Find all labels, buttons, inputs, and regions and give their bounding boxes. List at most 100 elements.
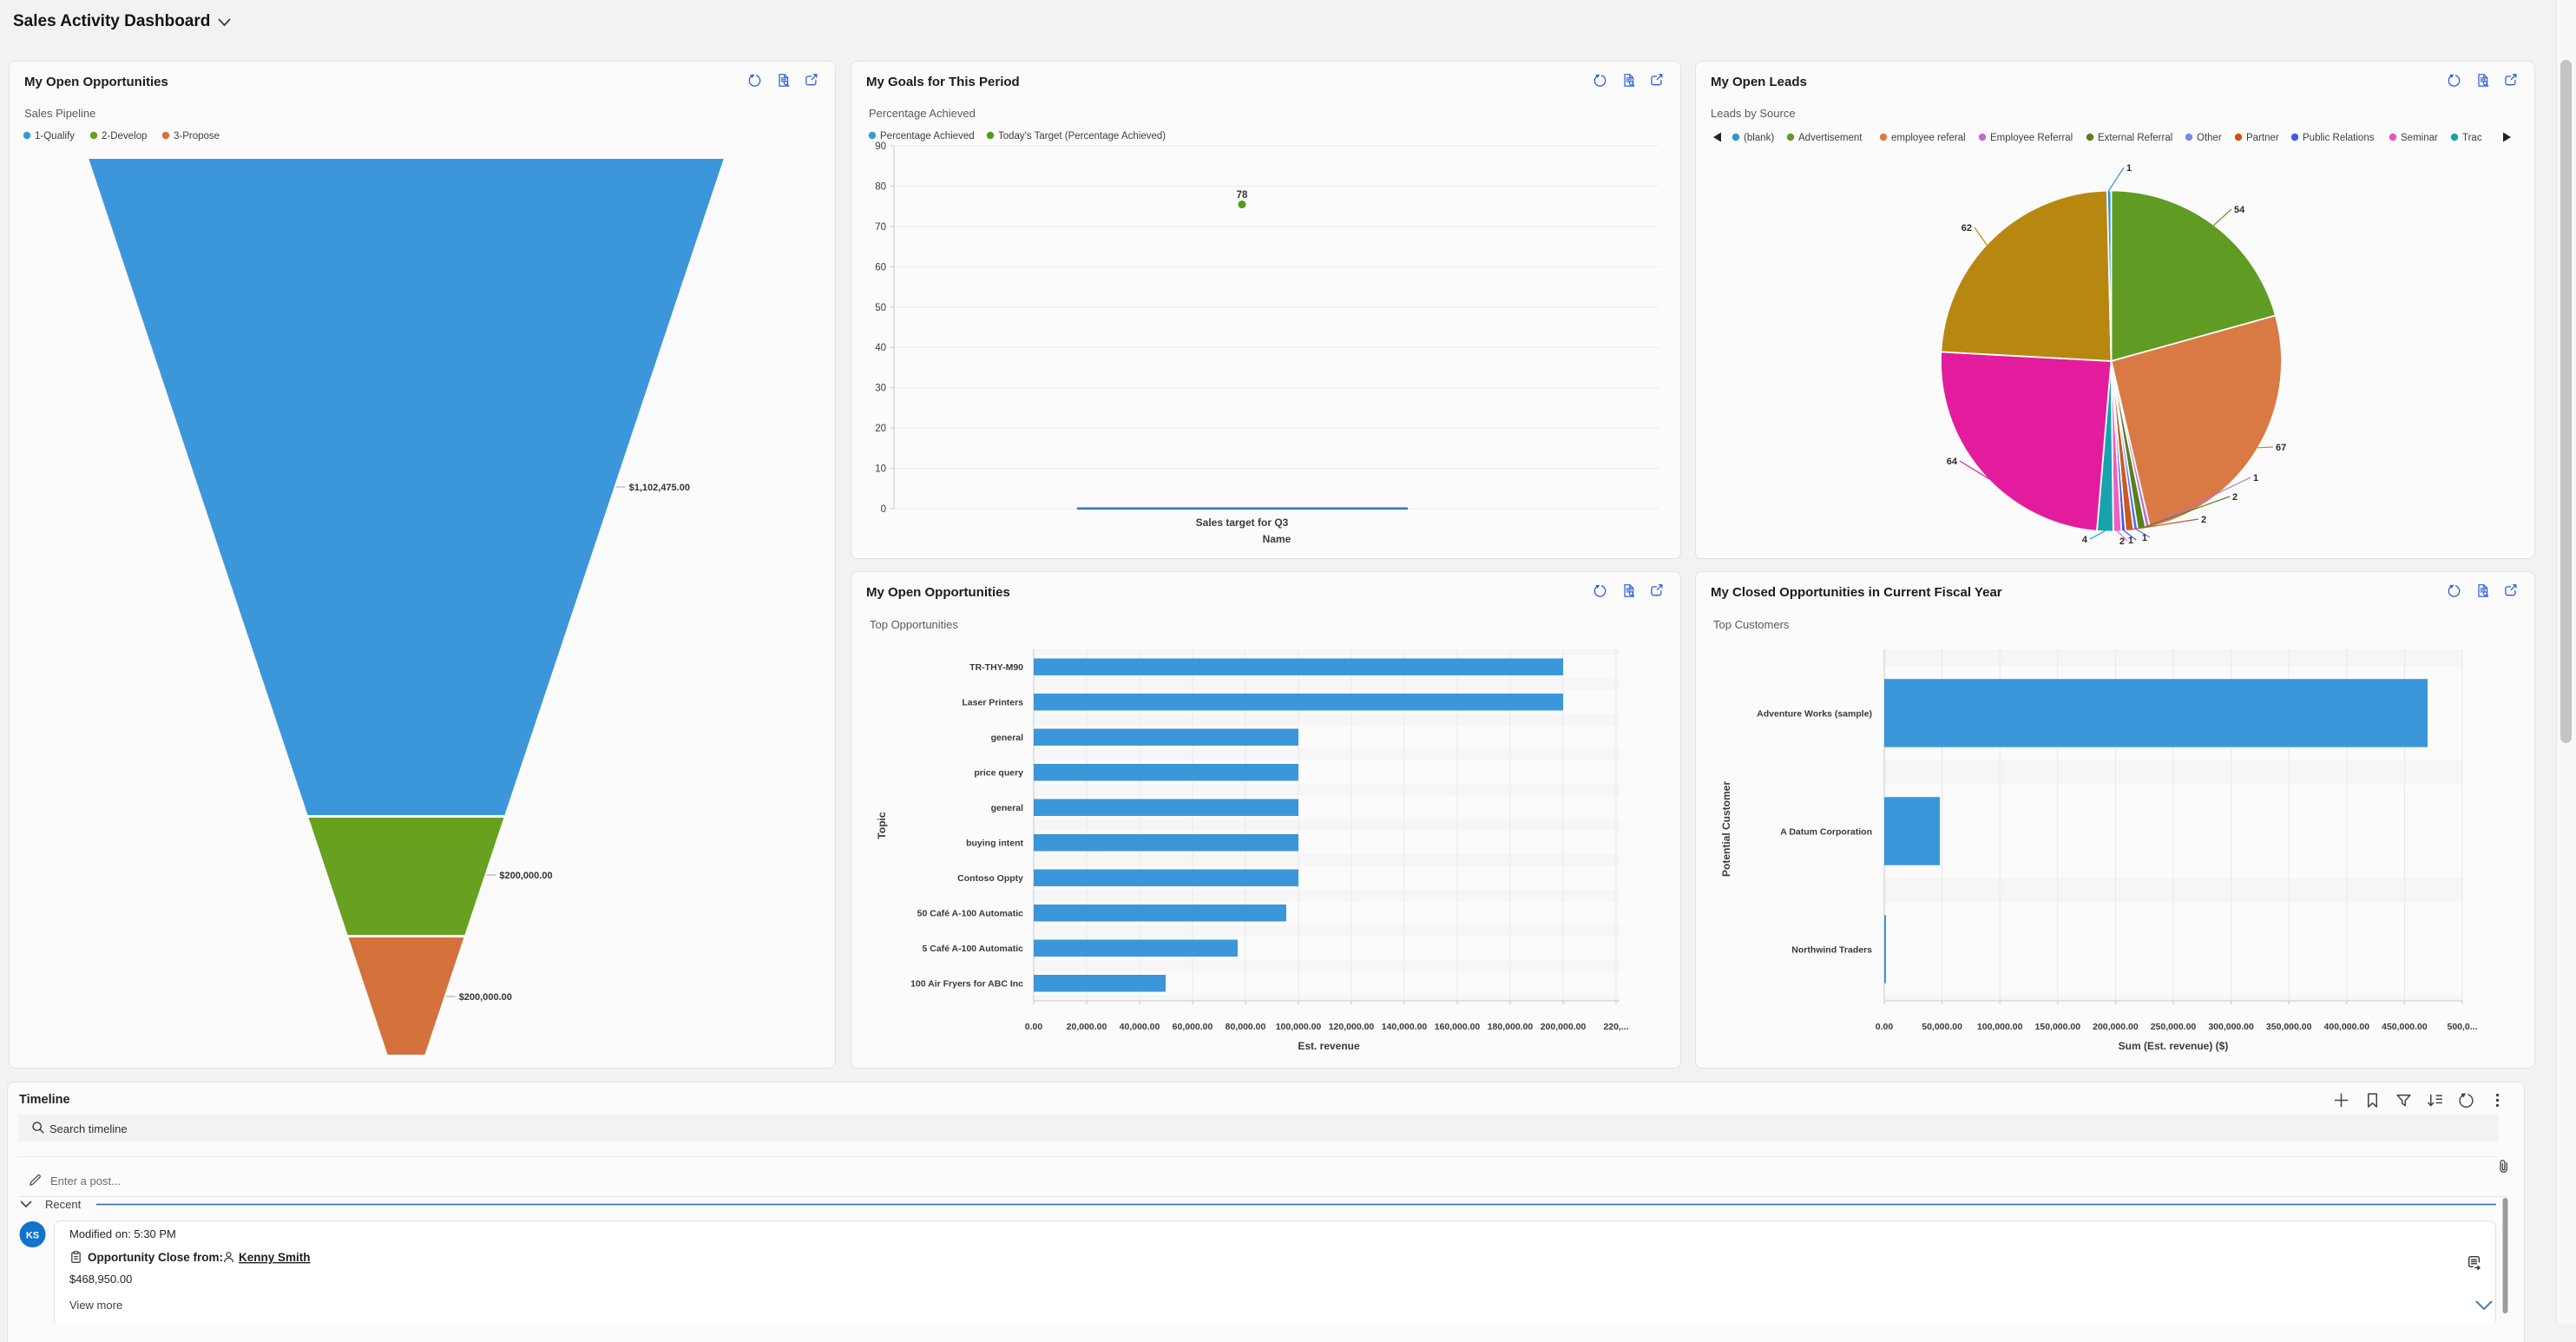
svg-text:80,000.00: 80,000.00 xyxy=(1226,1022,1266,1032)
svg-text:Adventure Works (sample): Adventure Works (sample) xyxy=(1757,708,1872,719)
svg-text:$1,102,475.00: $1,102,475.00 xyxy=(629,483,690,493)
svg-text:140,000.00: 140,000.00 xyxy=(1382,1022,1428,1032)
svg-text:40,000.00: 40,000.00 xyxy=(1120,1022,1160,1032)
svg-text:50,000.00: 50,000.00 xyxy=(1922,1022,1962,1032)
svg-text:150,000.00: 150,000.00 xyxy=(2035,1022,2081,1032)
svg-text:64: 64 xyxy=(1947,457,1958,467)
svg-text:Trac: Trac xyxy=(2462,133,2482,143)
svg-text:employee referal: employee referal xyxy=(1891,133,1966,143)
svg-text:Kenny Smith: Kenny Smith xyxy=(239,1251,311,1264)
svg-text:60: 60 xyxy=(875,262,886,273)
svg-text:0: 0 xyxy=(881,504,886,515)
svg-text:My Goals for This Period: My Goals for This Period xyxy=(866,75,1020,89)
svg-text:200,000.00: 200,000.00 xyxy=(1541,1022,1587,1032)
svg-text:350,000.00: 350,000.00 xyxy=(2266,1022,2312,1032)
svg-text:Advertisement: Advertisement xyxy=(1798,133,1863,143)
svg-text:$200,000.00: $200,000.00 xyxy=(459,992,512,1003)
svg-text:general: general xyxy=(991,803,1023,813)
svg-text:400,000.00: 400,000.00 xyxy=(2324,1022,2370,1032)
svg-text:50 Café A-100 Automatic: 50 Café A-100 Automatic xyxy=(917,909,1024,919)
svg-text:4: 4 xyxy=(2082,535,2088,545)
svg-text:Name: Name xyxy=(1263,533,1291,545)
svg-text:70: 70 xyxy=(875,222,886,233)
svg-text:100,000.00: 100,000.00 xyxy=(1977,1022,2023,1032)
svg-text:1: 1 xyxy=(2126,163,2132,174)
svg-text:Enter a post...: Enter a post... xyxy=(50,1174,121,1187)
svg-text:2: 2 xyxy=(2119,536,2125,547)
svg-text:Contoso Oppty: Contoso Oppty xyxy=(957,873,1023,884)
svg-text:5 Café A-100 Automatic: 5 Café A-100 Automatic xyxy=(922,944,1023,954)
svg-text:20,000.00: 20,000.00 xyxy=(1067,1022,1107,1032)
svg-text:KS: KS xyxy=(26,1231,39,1241)
svg-text:Laser Printers: Laser Printers xyxy=(962,698,1023,708)
svg-text:Percentage Achieved: Percentage Achieved xyxy=(880,131,975,141)
svg-text:500,0...: 500,0... xyxy=(2447,1022,2477,1032)
svg-text:TR-THY-M90: TR-THY-M90 xyxy=(969,662,1023,673)
svg-text:$468,950.00: $468,950.00 xyxy=(69,1273,132,1286)
svg-text:1: 1 xyxy=(2128,536,2133,546)
svg-text:View more: View more xyxy=(69,1299,122,1312)
svg-text:Potential Customer: Potential Customer xyxy=(1720,781,1732,877)
svg-text:Modified on: 5:30 PM: Modified on: 5:30 PM xyxy=(69,1227,176,1240)
svg-text:$200,000.00: $200,000.00 xyxy=(499,871,552,881)
svg-text:250,000.00: 250,000.00 xyxy=(2151,1022,2197,1032)
svg-text:Sales Pipeline: Sales Pipeline xyxy=(24,107,95,120)
svg-text:Northwind Traders: Northwind Traders xyxy=(1791,944,1872,955)
svg-text:Public Relations: Public Relations xyxy=(2303,133,2375,143)
svg-text:1: 1 xyxy=(2253,473,2258,484)
svg-text:54: 54 xyxy=(2234,205,2245,215)
svg-text:Est. revenue: Est. revenue xyxy=(1298,1040,1360,1052)
svg-text:78: 78 xyxy=(1237,190,1248,201)
svg-text:100,000.00: 100,000.00 xyxy=(1276,1022,1322,1032)
svg-text:10: 10 xyxy=(875,464,886,475)
svg-text:300,000.00: 300,000.00 xyxy=(2208,1022,2254,1032)
svg-text:3-Propose: 3-Propose xyxy=(174,131,220,141)
svg-text:buying intent: buying intent xyxy=(966,839,1023,849)
svg-text:1-Qualify: 1-Qualify xyxy=(35,131,75,141)
svg-text:450,000.00: 450,000.00 xyxy=(2382,1022,2428,1032)
svg-text:Sales Activity Dashboard: Sales Activity Dashboard xyxy=(13,12,210,30)
svg-text:80: 80 xyxy=(875,181,886,192)
svg-text:220,...: 220,... xyxy=(1603,1022,1628,1032)
svg-text:External Referral: External Referral xyxy=(2098,133,2172,143)
svg-text:Search timeline: Search timeline xyxy=(49,1122,128,1135)
svg-text:price query: price query xyxy=(974,768,1023,779)
svg-text:Partner: Partner xyxy=(2246,133,2279,143)
svg-text:20: 20 xyxy=(875,424,886,434)
svg-text:Top Opportunities: Top Opportunities xyxy=(870,618,958,631)
svg-text:Leads by Source: Leads by Source xyxy=(1711,107,1796,120)
svg-text:My Open Leads: My Open Leads xyxy=(1711,75,1807,89)
svg-text:(blank): (blank) xyxy=(1744,133,1774,143)
svg-text:60,000.00: 60,000.00 xyxy=(1173,1022,1213,1032)
svg-text:Timeline: Timeline xyxy=(19,1093,70,1107)
svg-text:My Closed Opportunities in Cur: My Closed Opportunities in Current Fisca… xyxy=(1711,585,2002,600)
svg-text:50: 50 xyxy=(875,303,886,313)
svg-text:160,000.00: 160,000.00 xyxy=(1435,1022,1481,1032)
svg-text:120,000.00: 120,000.00 xyxy=(1329,1022,1375,1032)
svg-text:30: 30 xyxy=(875,384,886,394)
svg-text:0.00: 0.00 xyxy=(1876,1022,1894,1032)
svg-text:67: 67 xyxy=(2276,443,2286,453)
svg-text:Recent: Recent xyxy=(45,1198,82,1211)
svg-text:My Open Opportunities: My Open Opportunities xyxy=(24,75,168,89)
svg-text:My Open Opportunities: My Open Opportunities xyxy=(866,585,1010,600)
svg-text:Sales target for Q3: Sales target for Q3 xyxy=(1196,516,1289,529)
svg-text:180,000.00: 180,000.00 xyxy=(1488,1022,1534,1032)
svg-text:Percentage Achieved: Percentage Achieved xyxy=(869,107,976,120)
svg-text:Other: Other xyxy=(2197,133,2222,143)
svg-text:2: 2 xyxy=(2232,492,2238,503)
svg-text:Employee Referral: Employee Referral xyxy=(1990,133,2073,143)
svg-text:2-Develop: 2-Develop xyxy=(102,131,147,141)
svg-text:2: 2 xyxy=(2201,515,2206,525)
svg-text:0.00: 0.00 xyxy=(1025,1022,1043,1032)
svg-text:Topic: Topic xyxy=(876,812,888,839)
svg-text:90: 90 xyxy=(875,141,886,152)
svg-text:general: general xyxy=(991,733,1023,743)
svg-text:40: 40 xyxy=(875,343,886,353)
svg-text:Top Customers: Top Customers xyxy=(1713,618,1790,631)
svg-text:1: 1 xyxy=(2142,533,2147,543)
svg-text:Today's Target (Percentage Ach: Today's Target (Percentage Achieved) xyxy=(998,131,1166,141)
svg-text:100 Air Fryers for ABC Inc: 100 Air Fryers for ABC Inc xyxy=(910,979,1023,990)
svg-text:A Datum Corporation: A Datum Corporation xyxy=(1780,826,1872,837)
svg-text:Sum (Est. revenue) ($): Sum (Est. revenue) ($) xyxy=(2119,1040,2229,1052)
